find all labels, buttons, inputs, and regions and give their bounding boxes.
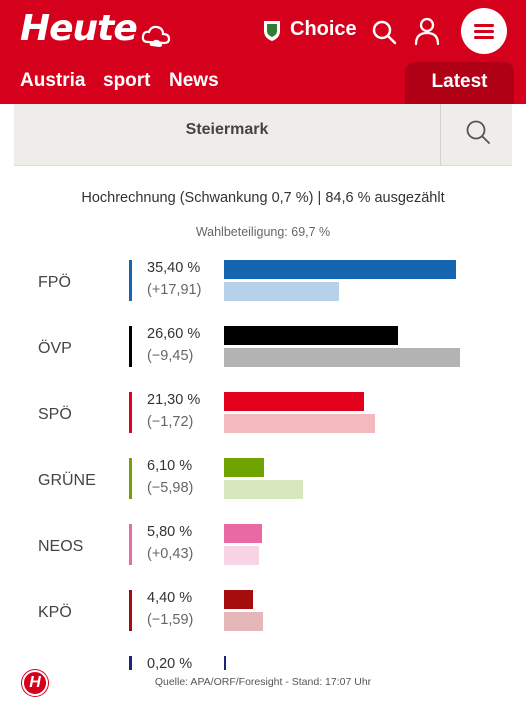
party-color-marker [129, 656, 132, 670]
nav-sport[interactable]: sport [103, 70, 151, 91]
party-row: KPÖ 4,40 % (−1,59) [0, 590, 526, 656]
party-difference: (−5,98) [147, 480, 194, 496]
shield-icon [264, 21, 280, 41]
result-bar [224, 524, 262, 543]
result-bar [224, 260, 456, 279]
previous-result-bar [224, 546, 260, 565]
party-percentage: 26,60 % [147, 326, 201, 342]
party-row: NEOS 5,80 % (+0,43) [0, 524, 526, 590]
party-percentage: 6,10 % [147, 458, 193, 474]
party-name: GRÜNE [38, 472, 96, 489]
result-bar [224, 590, 253, 609]
party-name: NEOS [38, 538, 84, 555]
previous-result-bar [224, 282, 339, 301]
party-row: ÖVP 26,60 % (−9,45) [0, 326, 526, 392]
heute-badge-icon[interactable]: H [22, 670, 48, 696]
party-color-marker [129, 458, 132, 499]
turnout-label: Wahlbeteiligung: 69,7 % [195, 225, 331, 239]
party-color-marker [129, 590, 132, 631]
party-percentage: 4,40 % [147, 590, 193, 606]
party-difference: (−1,72) [147, 414, 194, 430]
party-difference: (−1,59) [147, 612, 194, 628]
search-icon[interactable] [371, 19, 397, 45]
menu-icon [474, 24, 494, 27]
choice-link[interactable]: Choice [290, 18, 357, 40]
cloud-icon [141, 25, 171, 47]
party-difference: (+0,43) [147, 546, 194, 562]
previous-result-bar [224, 348, 461, 367]
party-percentage: 21,30 % [147, 392, 201, 408]
results-headline: Hochrechnung (Schwankung 0,7 %) | 84,6 %… [81, 190, 445, 206]
party-difference: (−9,45) [147, 348, 194, 364]
result-bar [224, 458, 264, 477]
region-selector[interactable]: Steiermark [14, 104, 512, 166]
nav-austria[interactable]: Austria [20, 70, 86, 91]
party-percentage: 0,20 % [147, 656, 193, 672]
source-note: Quelle: APA/ORF/Foresight - Stand: 17:07… [154, 676, 372, 688]
party-row: 0,20 % [0, 656, 526, 702]
party-name: SPÖ [38, 406, 72, 423]
party-color-marker [129, 392, 132, 433]
party-percentage: 5,80 % [147, 524, 193, 540]
nav-latest[interactable]: Latest [405, 62, 514, 104]
site-header: Heute Choice Austria sport News Latest [0, 0, 526, 104]
party-row: GRÜNE 6,10 % (−5,98) [0, 458, 526, 524]
party-name: KPÖ [38, 604, 72, 621]
result-bar [224, 392, 364, 411]
previous-result-bar [224, 480, 304, 499]
region-label: Steiermark [185, 121, 269, 138]
menu-button[interactable] [461, 8, 507, 54]
party-row: FPÖ 35,40 % (+17,91) [0, 260, 526, 326]
previous-result-bar [224, 612, 264, 631]
nav-news[interactable]: News [169, 70, 219, 91]
party-difference: (+17,91) [147, 282, 202, 298]
result-bar [224, 326, 399, 345]
party-name: ÖVP [38, 340, 72, 357]
party-percentage: 35,40 % [147, 260, 201, 276]
party-color-marker [129, 260, 132, 301]
party-color-marker [129, 524, 132, 565]
party-name: FPÖ [38, 274, 71, 291]
latest-label: Latest [431, 71, 488, 92]
party-row: SPÖ 21,30 % (−1,72) [0, 392, 526, 458]
heute-logo[interactable]: Heute [20, 8, 138, 49]
result-bar [224, 656, 226, 670]
party-color-marker [129, 326, 132, 367]
previous-result-bar [224, 414, 375, 433]
search-icon[interactable] [464, 118, 492, 146]
user-icon[interactable] [414, 16, 440, 46]
